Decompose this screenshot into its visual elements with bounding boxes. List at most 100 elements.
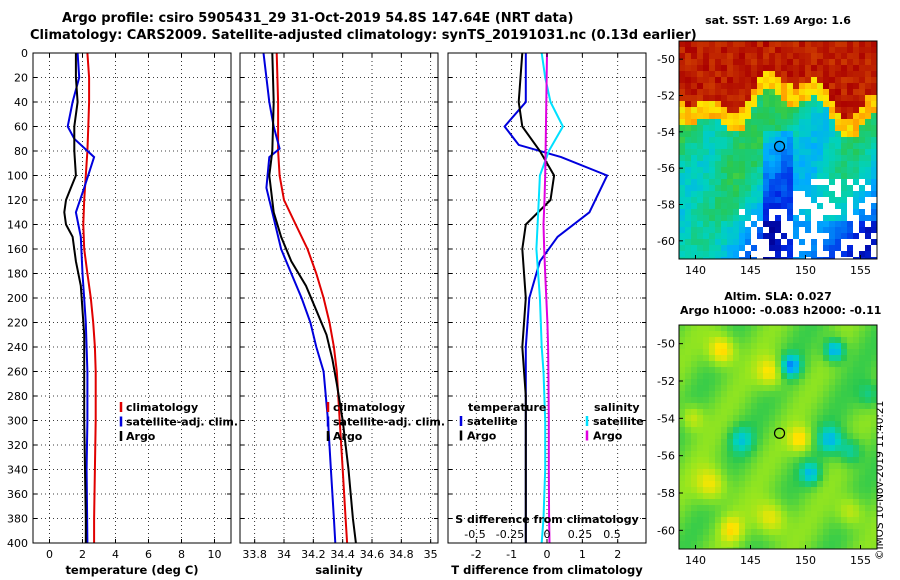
sla_map-cell — [727, 469, 733, 475]
sst_map-cell — [763, 221, 769, 227]
sla_map-cell — [835, 379, 841, 385]
temperature-series-argo — [63, 53, 87, 543]
sst_map-cell — [763, 59, 769, 65]
sst_map-cell — [751, 161, 757, 167]
sla_map-cell — [727, 415, 733, 421]
sla_map-cell — [823, 493, 829, 499]
sst_map-cell — [757, 197, 763, 203]
sst_map-cell — [871, 203, 877, 209]
sst_map-cell — [847, 197, 853, 203]
sla_map-cell — [697, 529, 703, 535]
sst_map-cell — [865, 101, 871, 107]
sst_map-cell — [865, 245, 871, 251]
depth-tick-label: 40 — [14, 96, 28, 109]
sla_map-cell — [787, 451, 793, 457]
sla_map-cell — [769, 325, 775, 331]
sla_map-cell — [715, 379, 721, 385]
sla_map-cell — [739, 373, 745, 379]
sst_map-cell — [811, 119, 817, 125]
sla_map-cell — [805, 427, 811, 433]
sst_map-cell — [751, 215, 757, 221]
sla_map-cell — [685, 505, 691, 511]
sla_map-cell — [769, 433, 775, 439]
sla_map-cell — [817, 457, 823, 463]
sla_map-cell — [679, 469, 685, 475]
sst_map-cell — [841, 125, 847, 131]
sla_map-cell — [709, 547, 715, 549]
sla_map-cell — [799, 457, 805, 463]
sst_map-cell — [697, 155, 703, 161]
sst_map-cell — [751, 119, 757, 125]
sla_map-cell — [847, 349, 853, 355]
sst_map-cell — [799, 101, 805, 107]
sst_map-cell — [763, 65, 769, 71]
sst_map-cell — [805, 245, 811, 251]
sla_map-cell — [691, 499, 697, 505]
sst_map-cell — [853, 257, 859, 259]
sla_map-cell — [697, 379, 703, 385]
sla_map-cell — [787, 517, 793, 523]
sla_map-cell — [697, 493, 703, 499]
sst_map-cell — [751, 125, 757, 131]
sla_map-cell — [751, 397, 757, 403]
sst_map-cell — [841, 101, 847, 107]
sla_map-cell — [727, 505, 733, 511]
sla_map-cell — [721, 325, 727, 331]
sst_map-cell — [865, 197, 871, 203]
sst_map-cell — [865, 239, 871, 245]
sla_map-cell — [775, 421, 781, 427]
sla_map-cell — [859, 373, 865, 379]
sst_map-cell — [751, 203, 757, 209]
sla_map-cell — [715, 343, 721, 349]
sst_map-cell — [871, 89, 877, 95]
sla_map-cell — [739, 325, 745, 331]
sla_map-cell — [841, 457, 847, 463]
sst_map-cell — [691, 113, 697, 119]
sst_map-cell — [709, 233, 715, 239]
sla_map-cell — [781, 373, 787, 379]
sla_map-cell — [721, 463, 727, 469]
sst_map-cell — [775, 203, 781, 209]
sst_map-cell — [859, 245, 865, 251]
sla_map-cell — [865, 355, 871, 361]
sst_map-cell — [859, 257, 865, 259]
sst_map-cell — [817, 125, 823, 131]
sla_map-x-tick-label: 150 — [795, 554, 816, 567]
sst_map-cell — [763, 209, 769, 215]
sla_map-cell — [841, 475, 847, 481]
sst_map-cell — [727, 113, 733, 119]
sla_map-cell — [775, 397, 781, 403]
sla_map-cell — [859, 511, 865, 517]
sla_map-cell — [679, 427, 685, 433]
temperature-x-tick-label: 4 — [112, 548, 119, 561]
sla_map-cell — [727, 535, 733, 541]
sla_map-cell — [769, 541, 775, 547]
sst_map-cell — [793, 131, 799, 137]
sla_map-cell — [745, 391, 751, 397]
sla_map-cell — [865, 331, 871, 337]
sst_map-cell — [733, 221, 739, 227]
sst_map-cell — [715, 173, 721, 179]
sst_map-cell — [691, 257, 697, 259]
sla_map-cell — [715, 325, 721, 331]
sst_map-cell — [745, 47, 751, 53]
sla_map-cell — [823, 403, 829, 409]
sst_map-cell — [787, 71, 793, 77]
sla_map-cell — [733, 343, 739, 349]
sst_map-cell — [757, 245, 763, 251]
sst_map-cell — [859, 185, 865, 191]
sst_map-cell — [787, 215, 793, 221]
sst_map-cell — [715, 191, 721, 197]
sla_map-cell — [823, 421, 829, 427]
sla_map-cell — [751, 427, 757, 433]
sst_map-cell — [787, 233, 793, 239]
sst_map-cell — [793, 203, 799, 209]
sst_map-cell — [763, 155, 769, 161]
sst_map-cell — [805, 59, 811, 65]
sst_map-cell — [835, 155, 841, 161]
sla_map-cell — [745, 403, 751, 409]
sst_map-cell — [763, 131, 769, 137]
sst_map-cell — [787, 77, 793, 83]
sla_map-cell — [727, 547, 733, 549]
sla_map-cell — [811, 439, 817, 445]
